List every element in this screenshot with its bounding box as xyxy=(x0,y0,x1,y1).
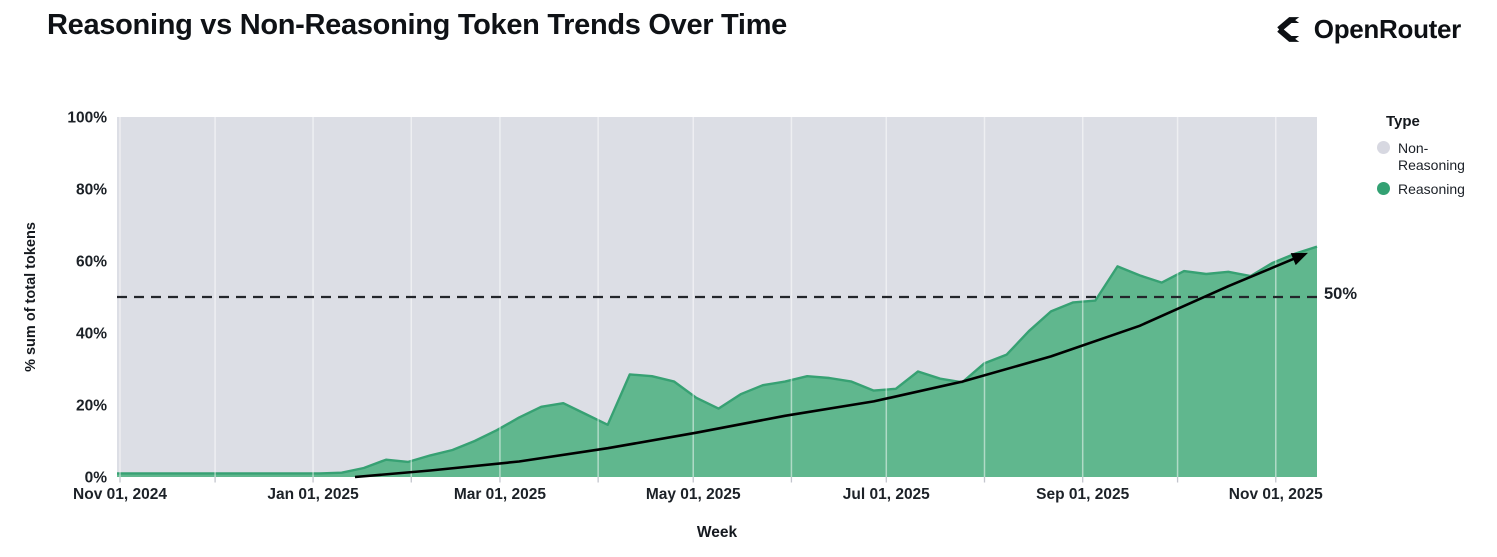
y-tick-label: 100% xyxy=(67,110,107,127)
x-tick-label: Nov 01, 2024 xyxy=(73,486,167,503)
y-tick-label: 60% xyxy=(76,254,107,271)
y-tick-label: 0% xyxy=(85,470,108,487)
legend-label-reasoning: Reasoning xyxy=(1398,180,1465,197)
x-axis-title: Week xyxy=(696,524,738,541)
trend-line xyxy=(354,254,1303,479)
legend-title: Type xyxy=(1386,113,1420,130)
reasoning-swatch xyxy=(1377,181,1390,195)
y-tick-label: 40% xyxy=(76,326,107,343)
openrouter-logo-icon xyxy=(1277,14,1303,45)
page-title: Reasoning vs Non-Reasoning Token Trends … xyxy=(47,9,788,41)
y-tick-label: 20% xyxy=(76,398,107,415)
x-tick-label: Jul 01, 2025 xyxy=(843,486,930,503)
fifty-percent-annotation: 50% xyxy=(1324,285,1358,303)
x-tick-label: Nov 01, 2025 xyxy=(1229,486,1323,503)
trend-arrowhead xyxy=(1290,252,1308,266)
x-tick-label: Sep 01, 2025 xyxy=(1036,486,1129,503)
legend: Type Non-Reasoning Reasoning xyxy=(1377,113,1474,204)
brand-name: OpenRouter xyxy=(1313,14,1462,44)
brand: OpenRouter xyxy=(1274,14,1461,45)
x-tick-label: Jan 01, 2025 xyxy=(267,486,359,503)
y-axis-title: % sum of total tokens xyxy=(23,222,39,372)
legend-item-non-reasoning: Non-Reasoning xyxy=(1377,140,1474,174)
x-tick-label: May 01, 2025 xyxy=(646,486,741,503)
x-tick-label: Mar 01, 2025 xyxy=(454,486,547,503)
reasoning-area xyxy=(117,246,1317,477)
legend-item-reasoning: Reasoning xyxy=(1377,181,1474,198)
reasoning-area-outline xyxy=(117,245,1318,475)
non-reasoning-swatch xyxy=(1377,141,1390,154)
legend-label-non-reasoning: Non-Reasoning xyxy=(1398,140,1465,173)
y-tick-label: 80% xyxy=(76,182,107,199)
